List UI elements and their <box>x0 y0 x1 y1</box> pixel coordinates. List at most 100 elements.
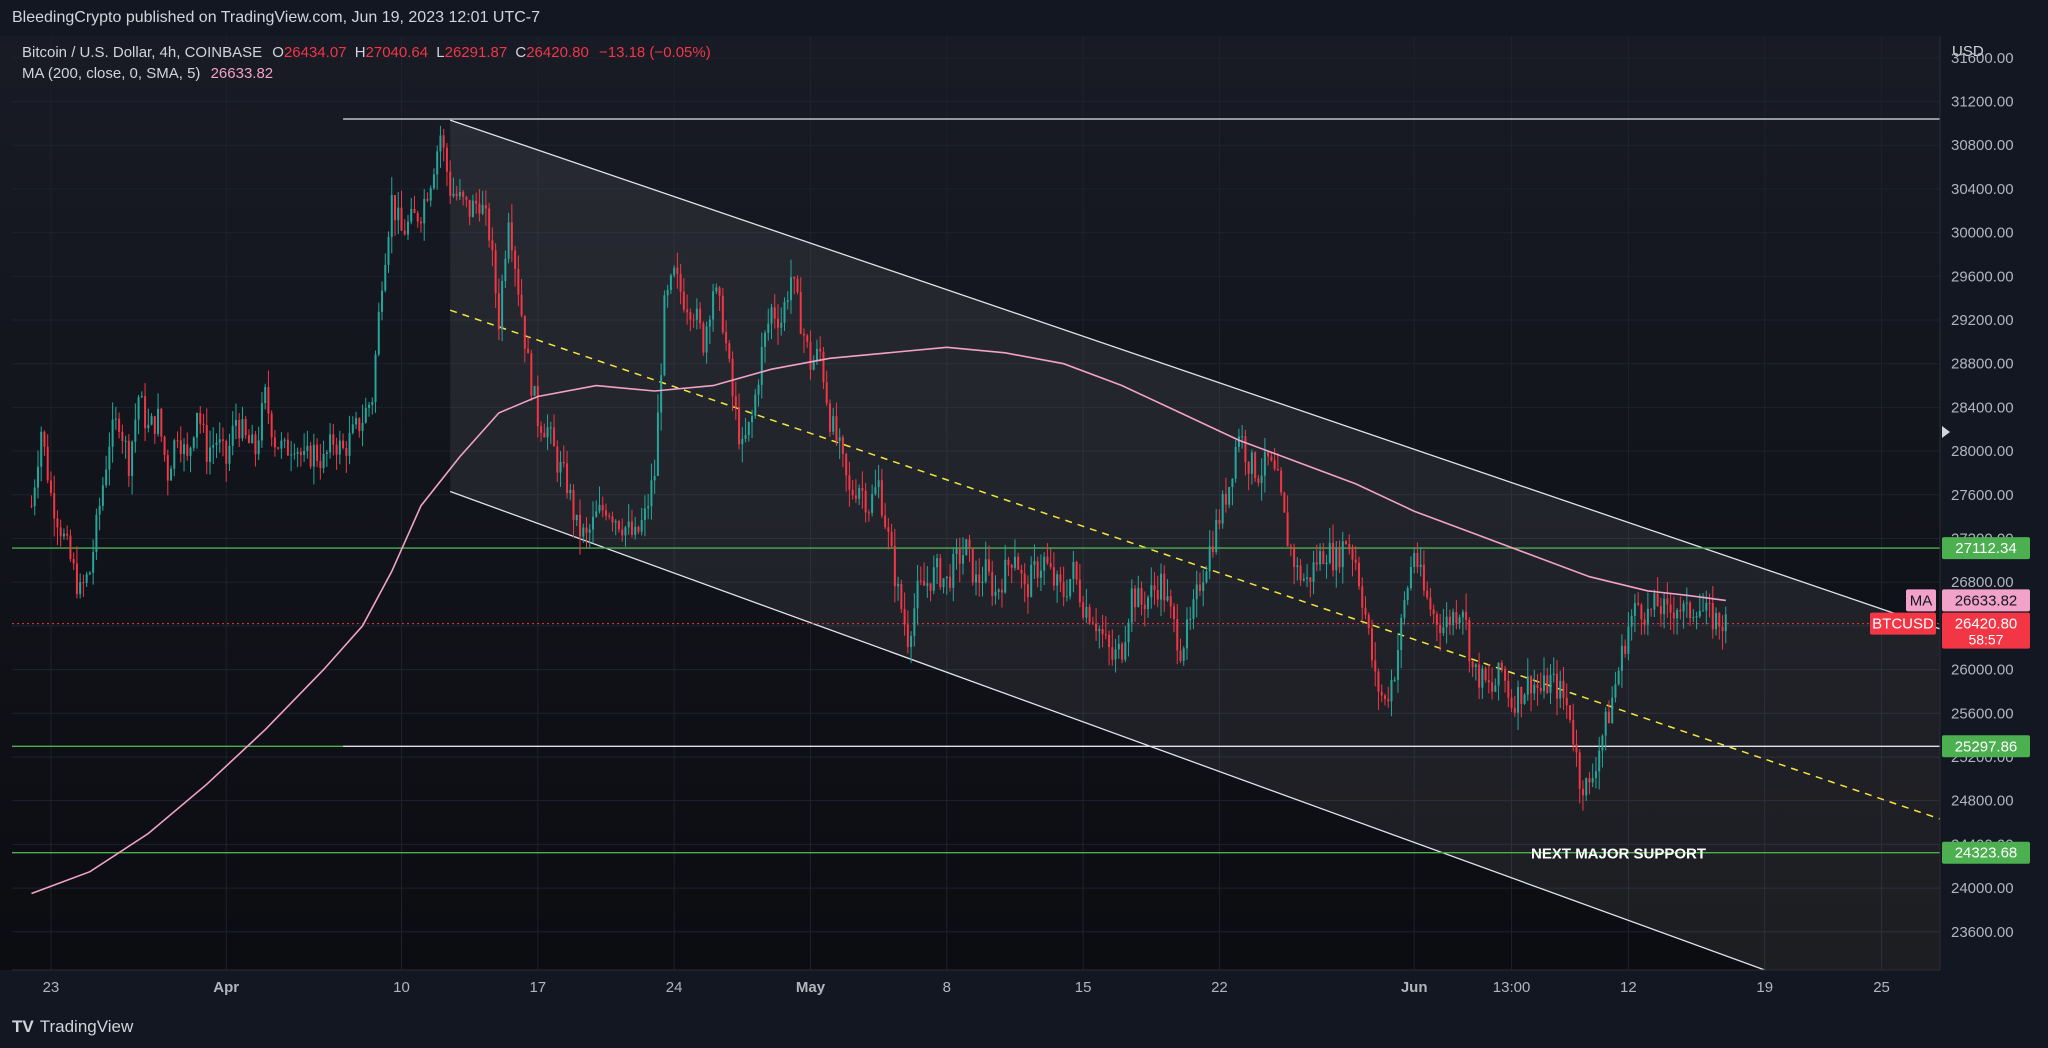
y-tick-label: 30000.00 <box>1951 225 2014 242</box>
candle-body <box>1179 650 1182 661</box>
candle-body <box>926 583 929 586</box>
candle-body <box>1007 559 1010 565</box>
candle-body <box>351 424 354 433</box>
candle-body <box>1585 778 1588 796</box>
candle-body <box>244 418 247 436</box>
candle-body <box>277 447 280 449</box>
candle-body <box>1101 629 1104 635</box>
candle-body <box>897 583 900 587</box>
candle-body <box>1721 626 1724 632</box>
candle-body <box>56 518 59 528</box>
candle-body <box>1338 548 1341 568</box>
candle-body <box>290 454 293 456</box>
candle-body <box>43 431 46 447</box>
candle-body <box>75 563 78 595</box>
candle-body <box>507 222 510 259</box>
candle-body <box>1637 603 1640 605</box>
candle-body <box>309 445 312 467</box>
candle-body <box>1624 645 1627 654</box>
candle-body <box>1695 616 1698 618</box>
candle-body <box>1111 647 1114 660</box>
high-label: H <box>354 44 366 61</box>
candle-body <box>484 205 487 209</box>
candle-body <box>426 198 429 201</box>
candle-body <box>199 412 202 424</box>
candle-body <box>1286 512 1289 547</box>
candle-body <box>958 548 961 564</box>
candle-body <box>832 416 835 432</box>
candle-body <box>176 440 179 442</box>
candle-body <box>965 539 968 556</box>
tradingview-logo[interactable]: TV TradingView <box>12 1017 133 1037</box>
candle-body <box>815 348 818 361</box>
candle-body <box>604 510 607 516</box>
candle-body <box>394 195 397 221</box>
low-value: 26291.87 <box>444 44 508 61</box>
candle-body <box>332 434 335 445</box>
candle-body <box>475 200 478 204</box>
candle-body <box>170 468 173 481</box>
candle-body <box>92 551 95 573</box>
candle-body <box>1484 668 1487 681</box>
candle-body <box>1539 687 1542 692</box>
ma-indicator-value: 26633.82 <box>210 65 274 82</box>
candle-body <box>140 396 143 398</box>
candle-body <box>744 435 747 439</box>
candle-body <box>251 434 254 444</box>
candle-body <box>1039 570 1042 578</box>
candle-body <box>1523 694 1526 704</box>
candle-body <box>355 418 358 425</box>
candle-body <box>871 494 874 513</box>
candle-body <box>403 230 406 235</box>
candle-body <box>1367 614 1370 629</box>
candle-body <box>1685 602 1688 604</box>
candle-body <box>1497 662 1500 686</box>
candle-body <box>1708 602 1711 604</box>
candle-body <box>682 291 685 310</box>
candle-body <box>322 453 325 469</box>
price-tag-name-box <box>1870 612 1936 635</box>
candle-body <box>1026 584 1029 598</box>
level-price-label: 27112.34 <box>1955 540 2016 557</box>
close-label: C <box>515 44 527 61</box>
candle-body <box>660 375 663 413</box>
candle-body <box>968 539 971 548</box>
candle-body <box>991 571 994 596</box>
candle-body <box>1205 571 1208 583</box>
candle-body <box>1705 602 1708 611</box>
candle-body <box>712 291 715 320</box>
candle-body <box>1137 588 1140 608</box>
x-tick-label: 25 <box>1873 979 1890 996</box>
candle-body <box>364 407 367 423</box>
candle-body <box>997 589 1000 592</box>
candle-body <box>1224 493 1227 505</box>
candle-body <box>1588 778 1591 783</box>
candle-body <box>1234 446 1237 479</box>
candle-body <box>231 425 234 446</box>
candle-body <box>413 208 416 213</box>
candle-body <box>987 559 990 572</box>
candle-body <box>1718 612 1721 627</box>
candle-body <box>1000 589 1003 593</box>
candle-body <box>1409 566 1412 589</box>
candle-body <box>1160 573 1163 600</box>
tradingview-logo-icon: TV <box>12 1017 34 1036</box>
candle-body <box>1419 564 1422 568</box>
candle-body <box>637 526 640 532</box>
candle-body <box>916 580 919 609</box>
candle-body <box>238 419 241 439</box>
close-value: 26420.80 <box>526 44 589 61</box>
candle-body <box>949 576 952 588</box>
candle-body <box>1231 478 1234 488</box>
candle-body <box>1445 616 1448 628</box>
price-chart[interactable]: NEXT MAJOR SUPPORTUSD23600.0024000.00244… <box>0 36 2048 1005</box>
candle-body <box>1296 565 1299 567</box>
y-tick-label: 28000.00 <box>1951 443 2014 460</box>
candle-body <box>877 480 880 488</box>
candle-body <box>481 205 484 214</box>
candle-body <box>1364 607 1367 615</box>
candle-body <box>1620 645 1623 671</box>
candle-body <box>1676 610 1679 619</box>
candle-body <box>1043 556 1046 571</box>
candle-body <box>773 307 776 319</box>
